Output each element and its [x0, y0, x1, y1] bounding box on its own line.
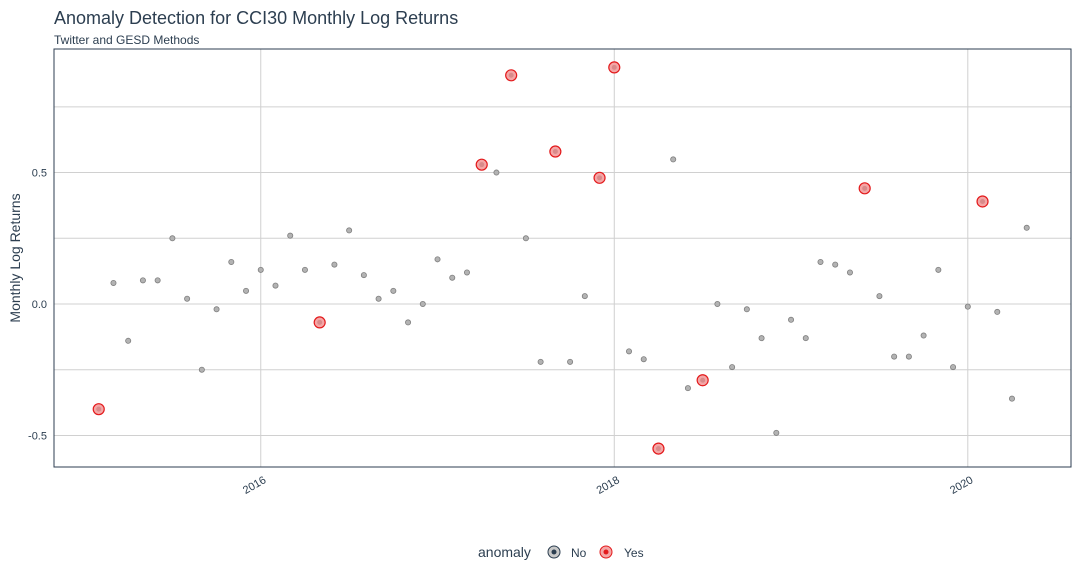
data-point [832, 261, 839, 268]
data-point [567, 358, 574, 365]
data-point [228, 258, 235, 265]
grid-lines [54, 49, 1071, 467]
data-point [272, 282, 279, 289]
data-point [1023, 224, 1030, 231]
data-point [950, 364, 957, 371]
anomaly-point-core [700, 377, 706, 383]
data-point [125, 337, 132, 344]
data-point [360, 272, 367, 279]
data-point [110, 279, 117, 286]
anomaly-point-core [597, 175, 603, 181]
data-point [743, 306, 750, 313]
anomaly-point-core [508, 72, 514, 78]
data-point [184, 295, 191, 302]
legend: anomaly No Yes [478, 544, 644, 560]
data-point [493, 169, 500, 176]
y-axis-title: Monthly Log Returns [7, 193, 23, 322]
y-axis-tick-labels: 0.5 0.0 -0.5 [28, 168, 47, 443]
data-point [626, 348, 633, 355]
data-point [1008, 395, 1015, 402]
data-point [994, 308, 1001, 315]
data-point [905, 353, 912, 360]
data-point [537, 358, 544, 365]
data-point [287, 232, 294, 239]
data-point [463, 269, 470, 276]
x-axis-tick-labels: 2016 2018 2020 [241, 474, 975, 497]
anomaly-point-core [611, 64, 617, 70]
x-tick-label: 2016 [241, 474, 268, 497]
data-point [758, 335, 765, 342]
data-point [920, 332, 927, 339]
x-tick-label: 2020 [948, 474, 975, 497]
data-point [419, 301, 426, 308]
data-point [640, 356, 647, 363]
data-point [449, 274, 456, 281]
anomaly-point-core [980, 198, 986, 204]
y-tick-label: 0.0 [32, 299, 47, 311]
data-point [846, 269, 853, 276]
data-point [581, 293, 588, 300]
data-point [139, 277, 146, 284]
data-point [198, 366, 205, 373]
data-point [964, 303, 971, 310]
data-point [684, 385, 691, 392]
data-point [788, 316, 795, 323]
legend-title: anomaly [478, 544, 531, 560]
data-point [434, 256, 441, 263]
data-point [154, 277, 161, 284]
data-point [876, 293, 883, 300]
plot-panel-border [53, 48, 1072, 468]
data-point [213, 306, 220, 313]
data-point [714, 301, 721, 308]
data-point [390, 287, 397, 294]
x-tick-label: 2018 [595, 474, 622, 497]
y-tick-label: 0.5 [32, 168, 47, 180]
legend-no-label: No [571, 546, 587, 560]
data-point [346, 227, 353, 234]
chart-title: Anomaly Detection for CCI30 Monthly Log … [54, 8, 458, 28]
anomaly-point-core [479, 162, 485, 168]
data-point [935, 266, 942, 273]
data-point [405, 319, 412, 326]
data-point [301, 266, 308, 273]
data-point [243, 287, 250, 294]
data-points [92, 61, 1030, 455]
data-point [817, 258, 824, 265]
data-point [670, 156, 677, 163]
data-point [257, 266, 264, 273]
legend-yes-marker-dot [603, 549, 609, 555]
data-point [891, 353, 898, 360]
anomaly-point-core [96, 406, 102, 412]
legend-yes-label: Yes [624, 546, 644, 560]
anomaly-point-core [317, 319, 323, 325]
legend-no-marker-dot [551, 549, 557, 555]
data-point [331, 261, 338, 268]
chart-subtitle: Twitter and GESD Methods [54, 33, 199, 47]
anomaly-point-core [862, 185, 868, 191]
data-point [169, 235, 176, 242]
anomaly-point-core [655, 446, 661, 452]
data-point [522, 235, 529, 242]
y-tick-label: -0.5 [28, 430, 47, 442]
data-point [375, 295, 382, 302]
data-point [802, 335, 809, 342]
data-point [729, 364, 736, 371]
data-point [773, 429, 780, 436]
anomaly-point-core [552, 149, 558, 155]
